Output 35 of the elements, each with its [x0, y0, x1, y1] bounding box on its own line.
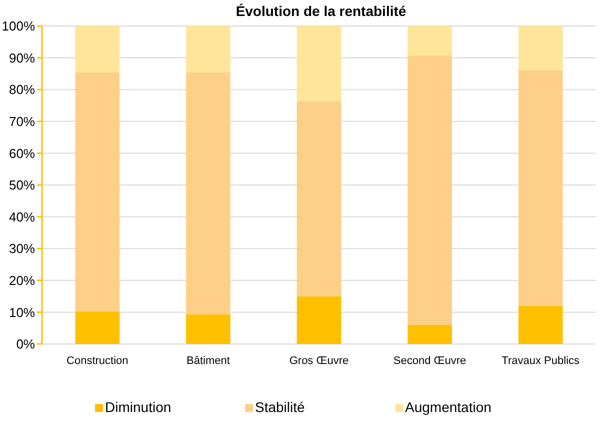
y-tick-label: 90% — [8, 50, 36, 66]
x-tick-label: Travaux Publics — [502, 355, 580, 367]
y-tick-label: 20% — [8, 272, 36, 288]
bar — [296, 296, 342, 344]
x-tick-label: Second Œuvre — [393, 355, 466, 367]
x-tick-label: Gros Œuvre — [289, 355, 349, 367]
y-tick-label: 70% — [8, 114, 36, 129]
y-tick-label: 30% — [8, 241, 36, 256]
legend-label: Stabilité — [255, 399, 306, 415]
bar — [408, 324, 452, 344]
y-tick-label: 0% — [16, 336, 36, 352]
bar — [518, 70, 563, 306]
bar — [518, 306, 563, 344]
bar — [518, 26, 563, 71]
bar — [408, 56, 452, 325]
legend-label: Diminution — [105, 399, 172, 415]
chart-title: Évolution de la rentabilité — [236, 3, 406, 19]
y-tick-label: 80% — [8, 82, 36, 98]
bar — [186, 72, 230, 314]
bar — [75, 311, 120, 344]
bar — [296, 101, 342, 296]
y-tick-label: 50% — [8, 178, 36, 193]
bar — [75, 72, 120, 312]
y-tick-label: 40% — [8, 209, 36, 224]
y-tick-label: 60% — [8, 146, 36, 161]
bar — [408, 26, 452, 56]
y-tick-label: 100% — [2, 18, 36, 34]
bar — [296, 26, 342, 102]
x-tick-label: Bâtiment — [186, 355, 230, 367]
x-tick-label: Construction — [66, 355, 128, 367]
legend-label: Augmentation — [405, 399, 492, 415]
bar — [75, 26, 120, 72]
bar — [186, 314, 230, 344]
y-tick-label: 10% — [8, 304, 36, 320]
bar — [186, 26, 230, 72]
